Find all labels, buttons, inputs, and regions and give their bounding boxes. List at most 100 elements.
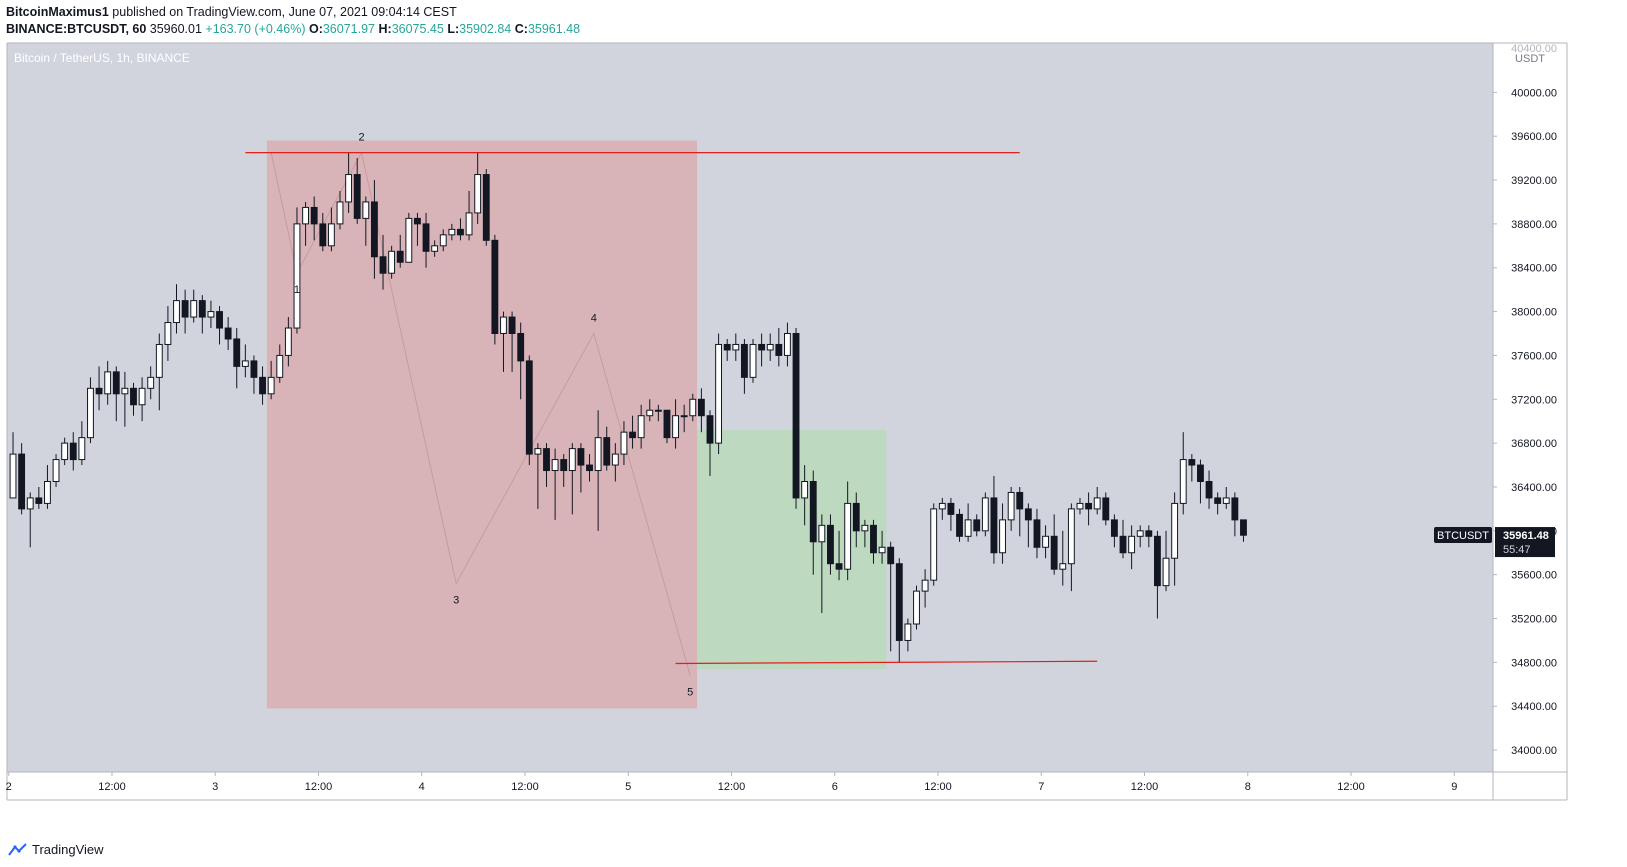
y-tick-label-partial: 40400.00 xyxy=(1511,43,1557,55)
bull-candle xyxy=(104,371,112,395)
bear-candle xyxy=(1145,530,1153,537)
y-tick-label: 37600.00 xyxy=(1511,350,1557,362)
time-axis xyxy=(7,772,1493,800)
author-name[interactable]: BitcoinMaximus1 xyxy=(6,5,109,19)
bear-candle xyxy=(603,437,611,466)
bear-candle xyxy=(895,563,903,641)
bull-candle xyxy=(672,415,679,439)
x-tick-label: 12:00 xyxy=(511,781,539,793)
bull-candle xyxy=(9,453,17,499)
x-tick-label: 3 xyxy=(212,781,218,793)
bear-candle xyxy=(706,415,714,444)
bull-candle xyxy=(921,579,929,592)
bull-candle xyxy=(276,354,284,378)
x-tick-label: 2 xyxy=(6,781,12,793)
y-tick-label: 35600.00 xyxy=(1511,570,1557,582)
bull-candle xyxy=(1007,491,1015,521)
bull-candle xyxy=(284,327,292,356)
symbol-tag-bg xyxy=(1434,527,1492,544)
price-tag-bg xyxy=(1495,527,1555,558)
bull-candle xyxy=(913,590,920,625)
high-value: 36075.45 xyxy=(391,22,444,36)
bull-candle xyxy=(173,300,180,324)
bear-candle xyxy=(740,343,748,378)
bull-candle xyxy=(766,343,774,351)
bull-candle xyxy=(732,343,740,351)
bear-candle xyxy=(259,376,266,395)
bull-candle xyxy=(534,448,542,455)
y-tick-label: 40000.00 xyxy=(1511,87,1557,99)
bull-candle xyxy=(327,223,335,247)
symbol-tag: BTCUSDT xyxy=(1437,530,1489,542)
x-tick-label: 12:00 xyxy=(718,781,746,793)
price-change: +163.70 (+0.46%) xyxy=(205,22,306,36)
wave-label-4: 4 xyxy=(591,313,597,325)
y-tick-label: 35200.00 xyxy=(1511,614,1557,626)
bear-candle xyxy=(35,497,43,504)
bear-candle xyxy=(629,431,636,439)
low-label: L: xyxy=(447,22,460,36)
bull-candle xyxy=(938,502,946,510)
bear-candle xyxy=(1214,497,1222,504)
bear-candle xyxy=(379,256,387,274)
bull-candle xyxy=(1171,502,1179,559)
bear-candle xyxy=(1231,497,1239,521)
x-tick-label: 12:00 xyxy=(924,781,952,793)
tradingview-logo-icon xyxy=(8,842,27,856)
bull-candle xyxy=(87,387,94,439)
bull-candle xyxy=(388,250,396,274)
bear-candle xyxy=(1188,459,1196,466)
close-label: C: xyxy=(514,22,528,36)
bull-candle xyxy=(818,524,826,543)
bull-candle xyxy=(981,497,989,532)
bear-candle xyxy=(887,546,895,565)
green-zone-rect xyxy=(697,429,887,669)
bull-candle xyxy=(448,228,456,236)
bear-candle xyxy=(95,387,103,395)
high-label: H: xyxy=(378,22,392,36)
bull-candle xyxy=(878,546,886,554)
x-tick-label: 9 xyxy=(1451,781,1457,793)
wave-label-2: 2 xyxy=(358,132,364,144)
bear-candle xyxy=(990,497,998,554)
y-tick-label: 38000.00 xyxy=(1511,307,1557,319)
bull-candle xyxy=(646,409,654,417)
open-value: 36071.97 xyxy=(322,22,375,36)
bull-candle xyxy=(78,437,86,461)
tradingview-brand[interactable]: TradingView xyxy=(8,842,104,857)
bull-candle xyxy=(474,174,482,214)
bear-candle xyxy=(663,409,671,439)
bull-candle xyxy=(964,519,972,537)
bear-candle xyxy=(1016,491,1024,510)
y-tick-label: 36400.00 xyxy=(1511,482,1557,494)
bull-candle xyxy=(121,387,129,395)
bull-candle xyxy=(302,206,310,225)
bull-candle xyxy=(999,519,1006,554)
bull-candle xyxy=(44,480,51,504)
y-tick-label: 38800.00 xyxy=(1511,219,1557,231)
bull-candle xyxy=(861,524,869,532)
bull-candle xyxy=(207,311,215,318)
bear-candle xyxy=(130,387,137,406)
y-tick-label: 34800.00 xyxy=(1511,657,1557,669)
bear-candle xyxy=(181,300,189,318)
bear-candle xyxy=(543,448,550,472)
low-value: 35902.84 xyxy=(459,22,512,36)
y-tick-label: 39200.00 xyxy=(1511,175,1557,187)
bull-candle xyxy=(1076,502,1084,510)
wave-path-line xyxy=(270,151,691,676)
bear-candle xyxy=(370,201,378,258)
bear-candle xyxy=(586,464,593,472)
open-label: O: xyxy=(308,22,323,36)
bull-candle xyxy=(715,343,723,444)
bear-candle xyxy=(491,239,499,335)
bear-candle xyxy=(233,338,241,367)
bear-candle xyxy=(947,502,955,515)
x-tick-label: 4 xyxy=(419,781,425,793)
bear-candle xyxy=(560,459,568,472)
bull-candle xyxy=(1128,535,1136,554)
bull-candle xyxy=(680,415,688,418)
ohlc-line: BINANCE:BTCUSDT, 60 35960.01 +163.70 (+0… xyxy=(6,21,580,38)
bull-candle xyxy=(345,174,353,203)
